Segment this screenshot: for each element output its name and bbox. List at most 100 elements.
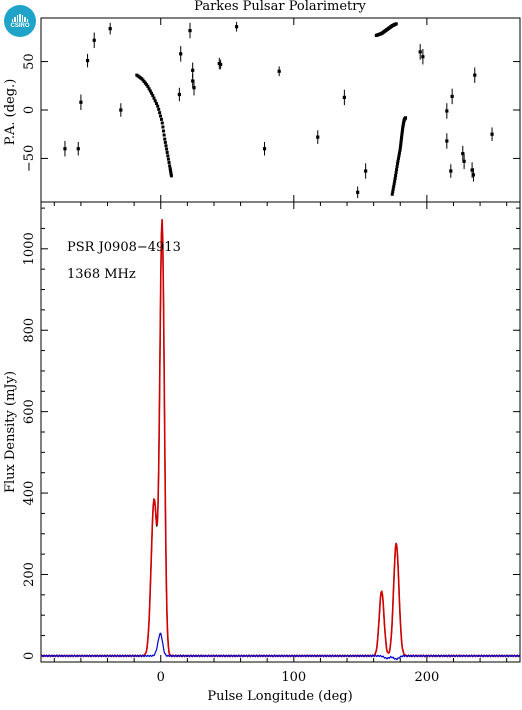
pa-track-point [399,138,403,142]
pa-point [445,109,449,113]
profile-y-tick-label: 600 [22,399,37,424]
profile-y-label: Flux Density (mJy) [3,371,18,493]
pa-curves [135,22,408,196]
pa-points [63,21,494,199]
pa-point [277,69,281,73]
profile-y-tick-label: 800 [22,318,37,343]
pa-point [119,108,123,112]
pa-track-point [166,157,170,161]
pa-y-tick-label: 0 [22,106,37,114]
pa-track-point [141,78,145,82]
pa-track-point [152,96,156,100]
pa-track-point [399,140,403,144]
pa-track-point [160,121,164,125]
pa-track-point [156,104,160,108]
pa-x-ticks [160,18,428,202]
pa-track-point [393,176,397,180]
pa-track-point [400,136,404,140]
csiro-logo-text: CSIRO [10,22,30,29]
pa-track-point [157,107,161,111]
pa-point [179,52,183,56]
profile-x-tick-label: 200 [414,670,439,685]
pa-track-point [164,144,168,148]
pa-y-tick-label: −50 [22,145,37,172]
pa-track-point [394,174,398,178]
profile-y-tick-label: 1000 [22,232,37,265]
pa-track-point [392,184,396,188]
pa-point [470,168,474,172]
pa-track-point [169,174,173,178]
pa-track-point [400,130,404,134]
pa-track-point [158,111,162,115]
profile-x-tick-label: 100 [281,670,306,685]
pa-point [461,151,465,156]
pulsar-name-label: PSR J0908−4913 [67,240,181,255]
pa-track-point [396,162,400,166]
pa-point [421,55,425,59]
pa-track-point [396,159,400,163]
pa-point [79,100,83,104]
pa-point [418,50,422,54]
pa-track-point [397,151,401,155]
pa-track-point [396,156,400,160]
pa-point [356,190,360,194]
pa-point [234,25,239,29]
pa-track-point [154,102,158,106]
pa-track-point [161,125,165,129]
pa-track-point [146,85,150,89]
pa-point [85,59,90,63]
pa-track-point [394,22,398,26]
pa-point [450,94,454,99]
pa-point [219,62,223,67]
pa-track-point [163,137,167,141]
profile-y-ticks: 0 200 400 600 800 1000 [22,207,520,660]
pa-track-point [391,187,395,191]
pa-point [342,95,346,100]
profile-y-tick-label: 200 [22,562,37,587]
csiro-logo: CSIRO [4,5,36,37]
chart-title: Parkes Pulsar Polarimetry [194,0,366,14]
pa-point [490,132,494,136]
pa-track-point [398,149,402,153]
pa-track-point [162,133,166,137]
profile-y-tick-label: 0 [22,652,37,660]
pa-point [449,169,453,173]
pa-point [191,68,195,72]
pa-track-point [400,134,404,138]
pa-point [177,92,181,97]
frequency-label: 1368 MHz [67,267,136,282]
pa-point [188,28,192,33]
pa-track-point [393,179,397,183]
pa-track-point [394,171,398,175]
pa-track-point [153,99,157,103]
pa-point [192,86,196,90]
pa-track-point [143,81,147,85]
profile-x-label: Pulse Longitude (deg) [207,689,352,704]
profile-series-linear [40,219,521,658]
profile-x-ticks: 0 100 200 [53,202,508,685]
csiro-logo-mark [11,13,29,22]
pa-track-point [390,192,394,196]
pa-track-point [169,170,173,174]
pa-track-point [168,167,172,171]
pa-point [316,135,320,139]
pa-track-point [142,80,146,84]
pa-track-point [400,132,404,136]
pa-y-tick-label: 50 [22,53,37,70]
pa-track-point [400,128,404,132]
pa-track-point [399,144,403,148]
pa-point [76,147,80,151]
pa-track-point [395,165,399,169]
profile-series-total [40,221,521,658]
profile-series-circular [40,632,521,661]
pa-point [92,38,96,42]
pa-point [262,147,267,151]
pa-point [63,147,67,151]
pa-point [108,27,112,31]
pa-track-point [150,91,154,95]
pa-track-point [168,164,172,168]
pa-point [191,79,195,83]
pa-track-point [168,168,172,172]
pa-track-point [399,142,403,146]
